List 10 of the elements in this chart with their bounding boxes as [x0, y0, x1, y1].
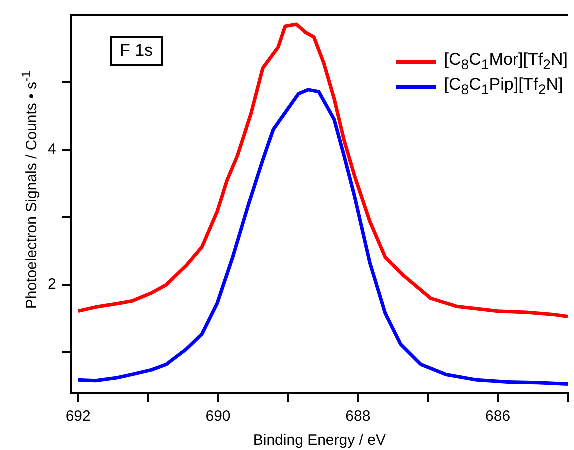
y-tick-label: 2	[48, 276, 56, 294]
x-axis-title: Binding Energy / eV	[253, 432, 386, 450]
x-tick-label: 690	[206, 408, 231, 426]
y-tick-label: 4	[48, 141, 56, 158]
annotation: F 1s	[110, 36, 164, 66]
x-tick-label: 688	[346, 408, 371, 426]
x-tick-label: 686	[486, 408, 511, 426]
legend-label: [C$_{8}$C$_{1}$Mor][Tf$_{2}$N]	[444, 50, 568, 74]
x-tick-label: 692	[66, 408, 91, 426]
legend-label: [C$_{8}$C$_{1}$Pip][Tf$_{2}$N]	[444, 75, 564, 99]
